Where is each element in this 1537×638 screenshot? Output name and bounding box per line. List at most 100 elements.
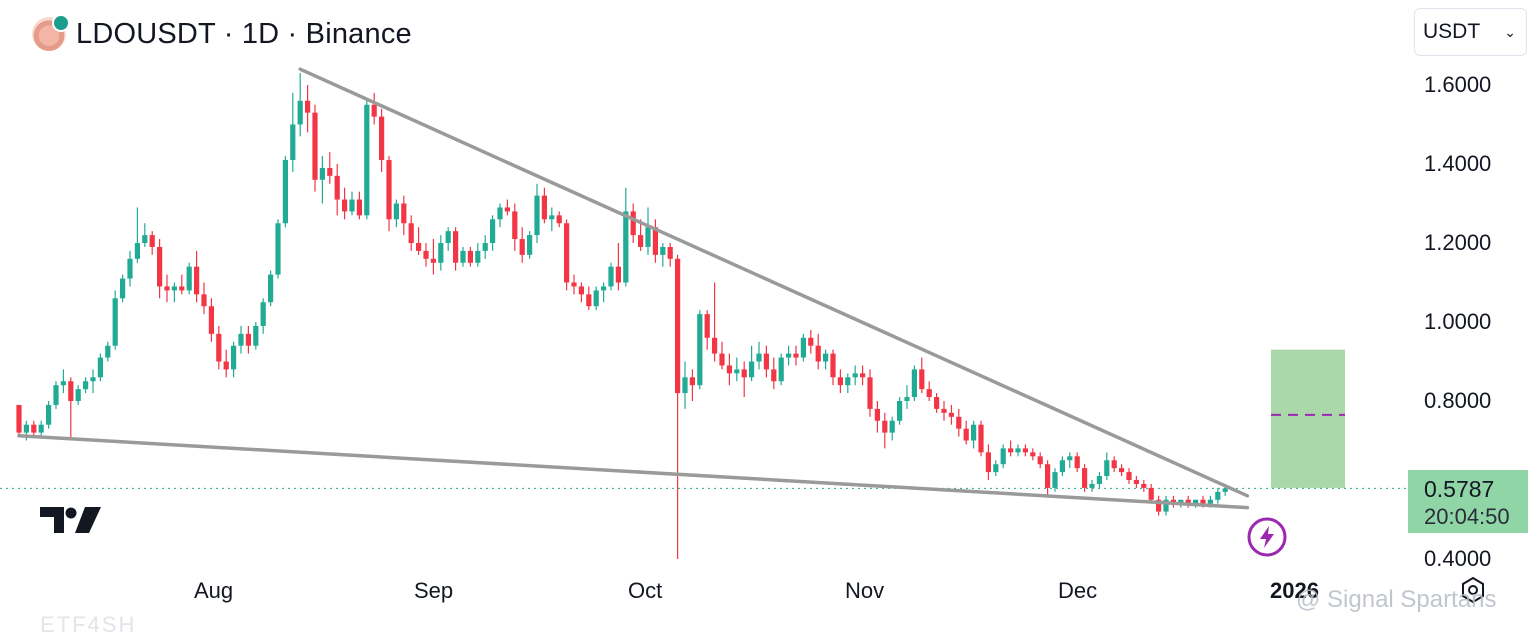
candle-up — [645, 227, 651, 247]
candle-up — [608, 266, 614, 287]
candle-up — [1067, 456, 1073, 461]
candle-up — [971, 424, 977, 441]
x-tick-label: 2026 — [1270, 578, 1319, 603]
candle-down — [327, 167, 333, 176]
candle-down — [874, 408, 880, 421]
candle-down — [208, 306, 214, 334]
candle-up — [593, 290, 599, 307]
candle-down — [556, 215, 562, 224]
candle-up — [482, 243, 488, 251]
settings-gear-icon[interactable] — [1458, 575, 1488, 605]
trendline-upper — [298, 67, 1250, 498]
y-tick-label: 1.0000 — [1424, 309, 1492, 334]
candle-up — [134, 243, 140, 259]
candle-down — [312, 112, 318, 180]
currency-select[interactable]: USDT ⌄ — [1414, 8, 1527, 56]
candle-down — [741, 369, 747, 378]
candle-up — [852, 373, 858, 378]
candle-down — [630, 211, 636, 236]
price-chart[interactable] — [0, 0, 1537, 625]
candle-down — [245, 333, 251, 346]
candle-down — [830, 353, 836, 378]
candle-down — [919, 369, 925, 390]
footer-text: ETF4SH — [40, 612, 137, 637]
candle-up — [38, 424, 44, 433]
candle-up — [549, 215, 555, 220]
y-tick-label: 1.6000 — [1424, 72, 1492, 97]
candle-up — [623, 211, 629, 283]
y-tick-label: 1.4000 — [1424, 151, 1492, 176]
x-tick-label: Nov — [845, 578, 885, 603]
candle-down — [941, 408, 947, 413]
candle-down — [216, 333, 222, 362]
candle-down — [1082, 468, 1088, 488]
chart-title: LDOUSDT · 1D · Binance — [76, 17, 412, 50]
candle-down — [371, 104, 377, 117]
candle-up — [1089, 483, 1095, 488]
candle-up — [171, 286, 177, 291]
candle-down — [1045, 464, 1051, 488]
candle-down — [467, 250, 473, 263]
chart-header: LDOUSDT · 1D · Binance — [32, 14, 412, 54]
lightning-icon[interactable] — [1247, 517, 1287, 557]
candle-up — [120, 278, 126, 299]
candle-down — [504, 207, 510, 212]
x-tick-label: Sep — [414, 578, 454, 603]
candle-down — [564, 223, 570, 283]
candle-up — [601, 286, 607, 291]
candle-down — [667, 246, 673, 259]
candle-up — [438, 243, 444, 263]
tradingview-logo[interactable] — [38, 505, 102, 535]
candle-down — [934, 397, 940, 409]
candle-up — [445, 231, 451, 243]
candle-down — [882, 420, 888, 433]
candle-down — [1133, 480, 1139, 484]
candle-down — [1037, 456, 1043, 465]
candle-down — [179, 286, 185, 291]
x-tick-label: Dec — [1058, 578, 1098, 603]
candle-up — [142, 235, 148, 243]
candle-up — [1178, 499, 1184, 504]
candle-up — [127, 258, 133, 279]
candle-up — [734, 369, 740, 374]
candle-down — [963, 428, 969, 441]
candle-up — [1222, 488, 1228, 492]
candle-down — [689, 377, 695, 386]
lido-coin-icon — [32, 14, 70, 51]
candle-down — [719, 353, 725, 366]
candle-down — [1156, 499, 1162, 512]
candle-up — [845, 377, 851, 386]
candle-down — [512, 211, 518, 240]
candle-down — [1185, 499, 1191, 504]
candle-up — [1104, 460, 1110, 477]
y-tick-label: 0.8000 — [1424, 388, 1492, 413]
candle-up — [993, 464, 999, 473]
candle-up — [823, 353, 829, 362]
candle-up — [268, 274, 274, 303]
candle-down — [334, 175, 340, 200]
candle-up — [527, 235, 533, 255]
candle-down — [948, 412, 954, 417]
candle-up — [238, 333, 244, 346]
candle-up — [290, 124, 296, 161]
y-tick-label: 0.4000 — [1424, 546, 1492, 571]
candle-down — [1074, 456, 1080, 469]
candle-down — [416, 243, 422, 251]
candle-up — [90, 377, 96, 382]
candle-up — [800, 337, 806, 358]
candle-down — [978, 424, 984, 453]
candle-up — [260, 302, 266, 326]
candle-down — [726, 365, 732, 374]
candle-down — [1030, 452, 1036, 457]
candle-up — [46, 404, 52, 425]
candle-up — [319, 167, 325, 180]
candle-down — [808, 337, 814, 346]
candle-up — [231, 345, 237, 370]
candle-down — [571, 282, 577, 287]
candle-down — [16, 404, 22, 433]
candle-down — [578, 286, 584, 295]
candle-up — [490, 219, 496, 243]
candle-down — [201, 294, 207, 307]
candle-up — [1096, 476, 1102, 484]
candle-up — [75, 389, 81, 401]
